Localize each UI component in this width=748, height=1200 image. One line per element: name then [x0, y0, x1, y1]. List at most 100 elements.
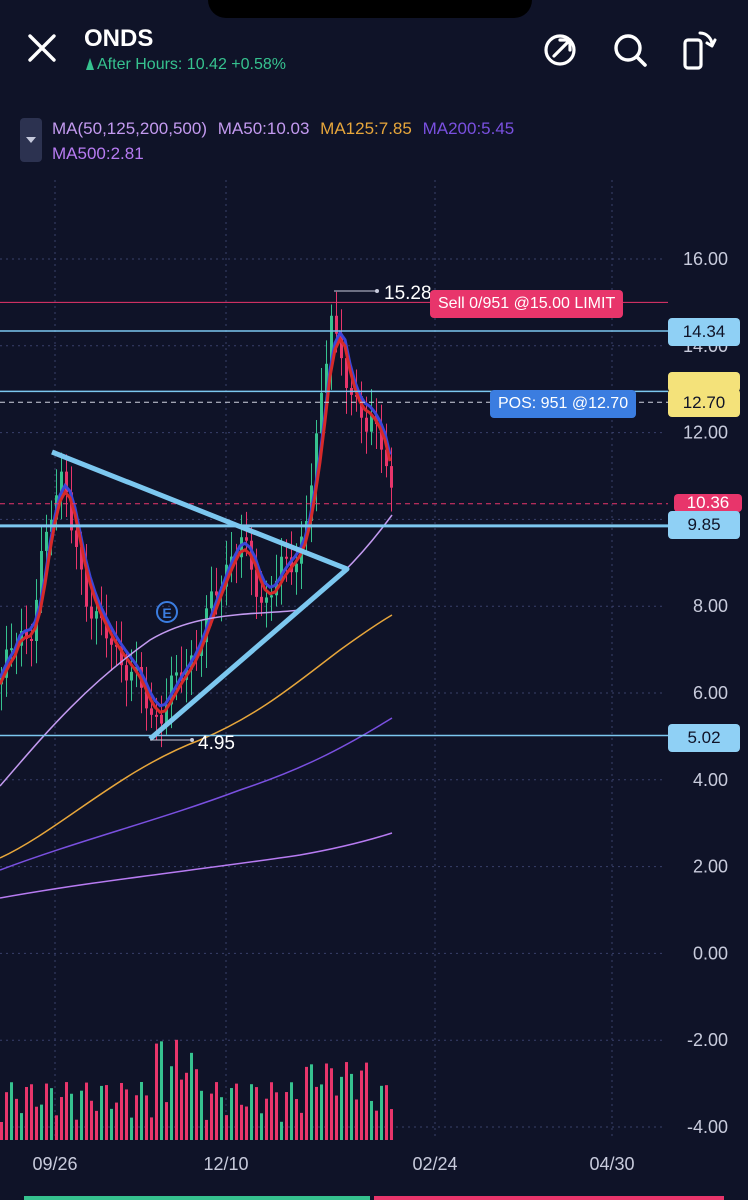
caret-down-icon	[26, 137, 36, 143]
y-tick-label: 0.00	[693, 943, 728, 963]
candle-body	[325, 363, 328, 393]
volume-bar	[105, 1085, 108, 1140]
candle-body	[320, 392, 323, 434]
candle-body	[150, 708, 153, 715]
candle-body	[280, 556, 283, 581]
candle-body	[290, 557, 293, 573]
volume-bar	[225, 1115, 228, 1140]
volume-bar	[180, 1079, 183, 1140]
volume-bar	[100, 1085, 103, 1140]
volume-bar	[250, 1084, 253, 1140]
buy-button-edge[interactable]	[24, 1196, 370, 1200]
volume-bar	[260, 1113, 263, 1140]
candle-body	[175, 672, 178, 676]
candle-body	[215, 591, 218, 596]
volume-bar	[110, 1108, 113, 1140]
volume-bar	[245, 1106, 248, 1140]
up-arrow-icon	[86, 58, 94, 70]
volume-bar	[375, 1110, 378, 1140]
y-tick-label: -2.00	[687, 1030, 728, 1050]
candle-body	[245, 537, 248, 541]
sell-button-edge[interactable]	[374, 1196, 724, 1200]
sell-order-label[interactable]: Sell 0/951 @15.00 LIMIT	[430, 290, 624, 318]
candle-body	[155, 714, 158, 717]
position-label[interactable]: POS: 951 @12.70	[490, 390, 637, 418]
candle-body	[45, 531, 48, 552]
volume-bar	[370, 1100, 373, 1140]
close-icon[interactable]	[24, 30, 60, 66]
volume-bar	[140, 1082, 143, 1140]
volume-bar	[230, 1088, 233, 1140]
volume-bar	[75, 1119, 78, 1140]
candle-body	[260, 596, 263, 603]
candle-body	[210, 591, 213, 609]
candle-body	[330, 315, 333, 364]
x-tick-label: 04/30	[589, 1154, 634, 1174]
volume-bar	[285, 1092, 288, 1140]
candle-body	[145, 687, 148, 709]
indicator-collapse-toggle[interactable]	[20, 118, 42, 162]
search-icon[interactable]	[610, 30, 650, 70]
rotate-screen-icon[interactable]	[678, 28, 718, 72]
chart-grid	[0, 180, 666, 1140]
high-annotation: 15.28	[384, 283, 432, 304]
volume-bar	[280, 1121, 283, 1140]
share-icon[interactable]	[540, 30, 580, 70]
volume-bar	[40, 1104, 43, 1140]
volume-bar	[50, 1088, 53, 1140]
volume-bar	[345, 1062, 348, 1140]
volume-bar	[270, 1082, 273, 1140]
candle-body	[70, 492, 73, 531]
volume-bar	[360, 1070, 363, 1140]
ma200-value: MA200:5.45	[422, 119, 515, 138]
candle-body	[25, 630, 28, 639]
volume-bar	[130, 1117, 133, 1140]
level-tag-12-70[interactable]: 12.70	[668, 389, 740, 417]
candle-body	[125, 665, 128, 681]
candle-body	[65, 471, 68, 493]
candle-body	[95, 611, 98, 619]
candle-body	[30, 638, 33, 641]
volume-bar	[165, 1102, 168, 1140]
ma500-value: MA500:2.81	[52, 144, 144, 163]
volume-bar	[315, 1086, 318, 1140]
moving-average-lines	[0, 329, 393, 899]
level-tag-14-34[interactable]: 14.34	[668, 318, 740, 346]
volume-bar	[365, 1062, 368, 1140]
level-tag-5-02[interactable]: 5.02	[668, 724, 740, 752]
candle-body	[120, 646, 123, 666]
volume-bar	[95, 1110, 98, 1140]
volume-bar	[20, 1113, 23, 1140]
volume-bar	[145, 1095, 148, 1140]
after-hours-quote: After Hours: 10.42 +0.58%	[86, 56, 286, 74]
candle-body	[85, 569, 88, 607]
volume-bar	[10, 1082, 13, 1140]
candle-body	[20, 630, 23, 646]
volume-bar	[200, 1090, 203, 1140]
candle-body	[340, 333, 343, 359]
volume-bar	[300, 1112, 303, 1140]
volume-bar	[135, 1095, 138, 1140]
ma125-line	[0, 614, 393, 859]
chart-annotations: 15.28 4.95 E	[150, 283, 432, 754]
candle-body	[345, 358, 348, 388]
volume-bar	[305, 1066, 308, 1140]
candle-body	[90, 606, 93, 619]
x-tick-label: 12/10	[203, 1154, 248, 1174]
volume-bar	[70, 1093, 73, 1140]
ma200-line	[0, 717, 393, 871]
volume-bar	[60, 1097, 63, 1140]
candle-body	[160, 714, 163, 724]
candle-body	[255, 569, 258, 597]
volume-bar	[120, 1082, 123, 1140]
level-tag-9-85[interactable]: 9.85	[668, 511, 740, 539]
volume-bar	[85, 1082, 88, 1140]
volume-bar	[310, 1064, 313, 1140]
candle-body	[40, 551, 43, 600]
after-hours-text: After Hours: 10.42 +0.58%	[97, 56, 286, 73]
device-notch	[208, 0, 532, 18]
volume-bar	[330, 1068, 333, 1140]
y-tick-label: -4.00	[687, 1117, 728, 1137]
candle-body	[360, 396, 363, 418]
